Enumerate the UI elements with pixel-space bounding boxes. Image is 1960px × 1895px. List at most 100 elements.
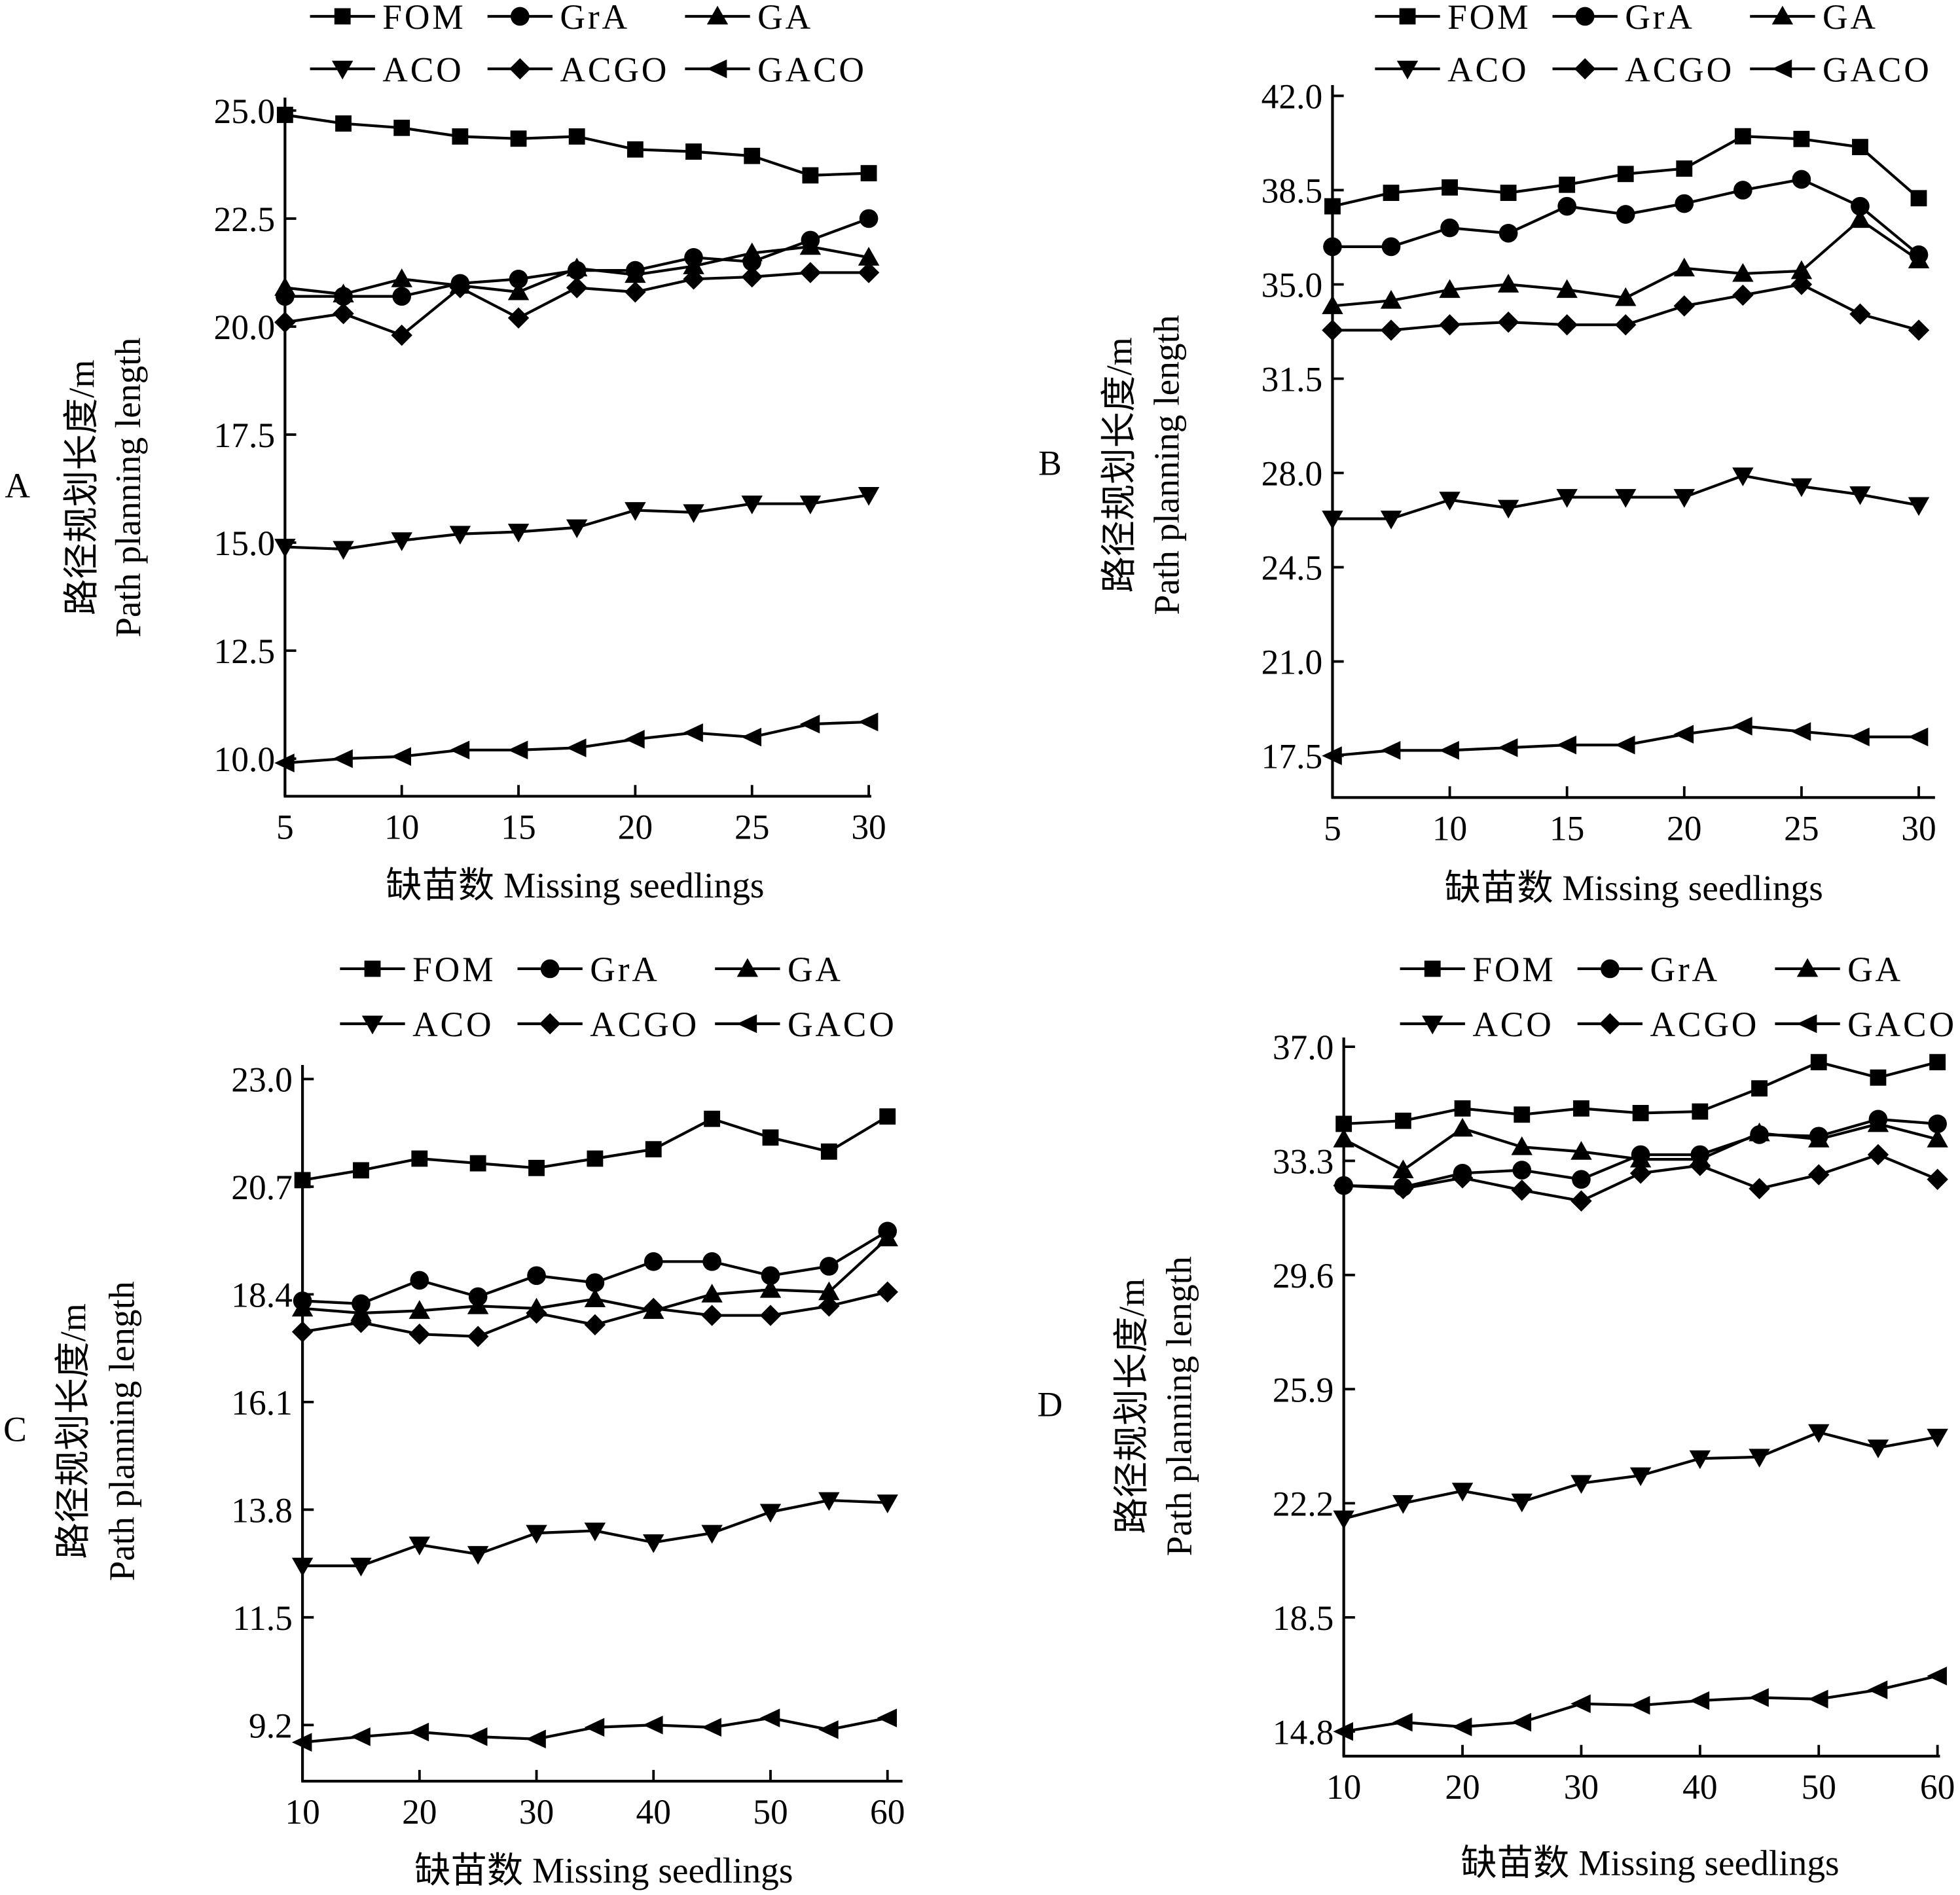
y-tick-label: 35.0 — [1261, 266, 1323, 305]
data-point — [762, 1129, 779, 1146]
data-point — [1927, 1168, 1948, 1190]
data-point — [333, 541, 354, 560]
y-axis-title-cn: 路径规划长度/m — [53, 1303, 93, 1559]
data-point — [1673, 295, 1696, 317]
series-aco — [291, 1492, 898, 1577]
data-point — [408, 1323, 431, 1345]
legend-label: ACGO — [590, 1005, 699, 1044]
data-point — [701, 1718, 721, 1737]
data-point — [879, 1108, 896, 1125]
y-axis-title-en: Path planning length — [108, 338, 148, 638]
data-point — [683, 255, 704, 274]
data-point — [1511, 1712, 1532, 1732]
data-point — [1849, 303, 1871, 325]
data-point — [1383, 185, 1400, 201]
data-point — [408, 1722, 429, 1742]
data-point — [1749, 1178, 1770, 1200]
data-point — [1572, 1170, 1591, 1189]
data-point — [1333, 1128, 1354, 1147]
legend-label: GA — [1823, 0, 1878, 37]
y-axis-title-cn: 路径规划长度/m — [62, 360, 101, 616]
data-point — [818, 1720, 839, 1739]
data-point — [391, 532, 412, 551]
x-tick-label: 30 — [1901, 808, 1936, 848]
legend-item-acgo: ACGO — [517, 1005, 699, 1044]
legend-label: FOM — [1472, 950, 1555, 989]
y-axis-title-cn: 路径规划长度/m — [1112, 1278, 1152, 1534]
data-point — [741, 727, 762, 747]
x-tick-label: 25 — [1784, 808, 1819, 848]
data-point — [1849, 486, 1871, 505]
data-point — [1849, 727, 1870, 747]
y-tick-label: 17.5 — [1261, 737, 1323, 776]
data-point — [625, 264, 646, 283]
data-point — [353, 1162, 369, 1179]
legend-marker — [1574, 58, 1596, 80]
data-point — [877, 1281, 898, 1303]
data-point — [408, 1300, 431, 1319]
data-point — [393, 119, 410, 136]
series-aco — [1333, 1424, 1948, 1530]
data-point — [1454, 1100, 1471, 1117]
data-point — [1908, 319, 1930, 341]
data-point — [759, 1708, 780, 1727]
data-point — [1439, 492, 1461, 511]
x-tick-label: 40 — [636, 1792, 671, 1832]
legend-label: GA — [757, 0, 813, 37]
data-point — [1392, 1178, 1414, 1200]
data-point — [702, 1252, 721, 1271]
data-point — [1632, 1105, 1649, 1121]
y-tick-label: 38.5 — [1261, 171, 1323, 211]
series-gaco — [291, 1708, 898, 1752]
series-acgo — [1322, 274, 1930, 341]
data-point — [761, 1266, 780, 1286]
data-point — [1793, 130, 1810, 147]
data-point — [274, 539, 296, 558]
data-point — [335, 115, 352, 132]
data-point — [391, 747, 412, 767]
data-point — [1322, 319, 1343, 341]
x-tick-label: 10 — [1432, 808, 1467, 848]
data-point — [350, 1557, 372, 1577]
x-axis-title: 缺苗数 Missing seedlings — [414, 1850, 793, 1890]
data-point — [1629, 1148, 1652, 1168]
data-point — [1440, 218, 1459, 238]
data-point — [1867, 1680, 1888, 1699]
x-tick-label: 30 — [851, 807, 886, 846]
y-tick-label: 42.0 — [1261, 77, 1323, 117]
legend-marker — [706, 5, 729, 25]
data-point — [1851, 196, 1870, 216]
data-point — [1392, 1495, 1414, 1514]
y-tick-label: 22.5 — [214, 200, 276, 239]
legend-marker — [539, 1013, 561, 1035]
legend-marker — [334, 8, 351, 25]
y-axis-title-cn: 路径规划长度/m — [1099, 337, 1139, 593]
legend-item-gra: GrA — [487, 0, 627, 37]
chart-panel-d: 14.8 18.5 22.2 25.9 29.6 33.3 37.0 10 20 30 40 50 60… — [1038, 950, 1955, 1883]
legend-label: GACO — [788, 1005, 897, 1044]
y-tick-label: 15.0 — [214, 524, 276, 563]
x-tick-label: 60 — [870, 1792, 905, 1832]
legend-item-acgo: ACGO — [1577, 1005, 1756, 1044]
data-point — [1511, 1136, 1533, 1155]
data-point — [1497, 499, 1519, 519]
data-point — [1511, 1180, 1533, 1201]
legend-marker — [1599, 1013, 1621, 1035]
data-point — [1908, 249, 1930, 268]
legend-item-aco: ACO — [340, 1005, 492, 1044]
data-point — [1512, 1161, 1532, 1180]
data-point — [467, 1295, 489, 1314]
legend: FOM GrA GA ACO ACGO GACO — [340, 950, 897, 1044]
legend-item-aco: ACO — [1375, 50, 1527, 89]
data-point — [1451, 1717, 1472, 1737]
data-point — [584, 1718, 605, 1737]
legend-label: ACO — [382, 50, 463, 89]
y-tick-label: 25.9 — [1273, 1370, 1334, 1409]
data-point — [1442, 179, 1458, 196]
data-point — [1689, 1155, 1711, 1176]
data-point — [1675, 194, 1694, 213]
y-tick-label: 16.1 — [231, 1383, 293, 1422]
x-tick-label: 20 — [402, 1792, 437, 1832]
y-axis-title-en: Path planning length — [1159, 1256, 1199, 1556]
